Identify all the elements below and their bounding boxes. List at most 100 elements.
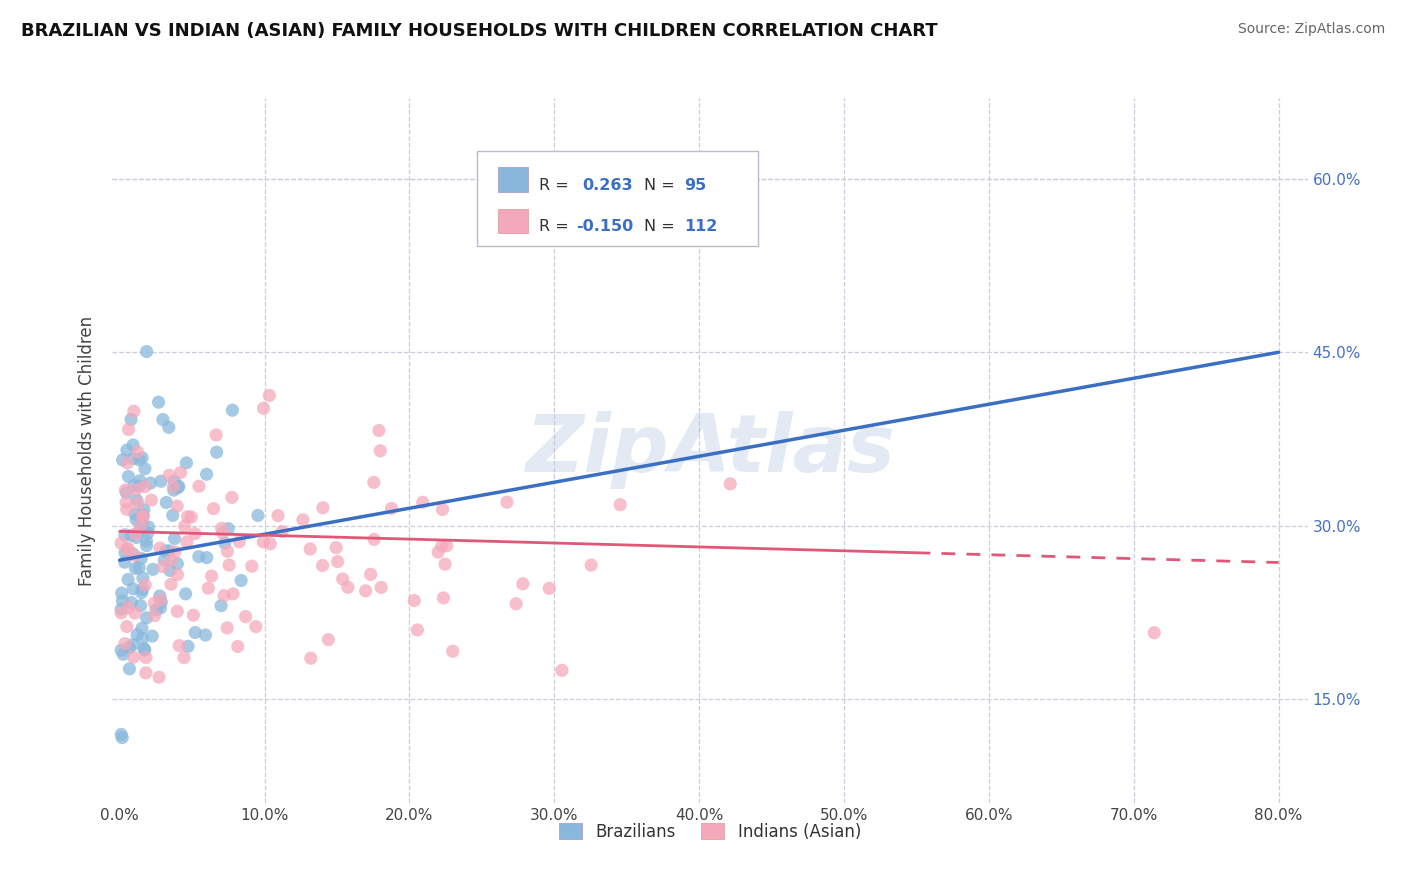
Point (110, 602, 132, 616)
Point (166, 557, 188, 571)
Point (173, 650, 195, 665)
Point (134, 461, 156, 475)
Point (127, 496, 149, 510)
Point (125, 513, 148, 527)
Point (148, 670, 170, 684)
Point (129, 518, 152, 533)
Point (136, 525, 159, 540)
Point (122, 438, 145, 452)
Point (267, 508, 290, 523)
Point (128, 452, 150, 467)
Point (134, 578, 156, 592)
Point (131, 517, 153, 532)
Point (434, 557, 457, 571)
Point (157, 468, 180, 483)
Point (121, 546, 143, 560)
Point (111, 594, 134, 608)
Point (718, 476, 741, 491)
Point (325, 541, 347, 555)
Point (184, 526, 207, 541)
Point (318, 632, 340, 647)
Point (114, 528, 136, 542)
Point (166, 499, 188, 513)
Text: R =: R = (538, 178, 569, 193)
FancyBboxPatch shape (499, 209, 529, 234)
Point (135, 611, 157, 625)
Point (163, 475, 186, 489)
Point (360, 567, 382, 582)
Point (117, 469, 139, 483)
Point (122, 451, 145, 466)
Point (122, 404, 145, 418)
Point (195, 467, 218, 482)
Text: 0.263: 0.263 (582, 178, 633, 193)
Point (202, 501, 225, 516)
Point (430, 539, 453, 553)
Point (139, 476, 162, 491)
Point (229, 574, 252, 588)
Point (217, 544, 239, 558)
Point (149, 592, 172, 607)
Point (169, 639, 191, 653)
Point (111, 453, 134, 467)
Point (311, 558, 333, 573)
Point (312, 500, 335, 515)
Point (135, 344, 157, 359)
Point (117, 573, 139, 587)
Point (117, 541, 139, 556)
Point (162, 508, 184, 523)
Point (209, 599, 232, 613)
Point (115, 485, 138, 500)
Point (406, 623, 429, 637)
Point (152, 559, 174, 574)
Point (240, 559, 263, 574)
Point (134, 480, 156, 494)
Point (432, 502, 454, 516)
Point (152, 412, 174, 426)
Point (159, 564, 181, 578)
Point (120, 528, 142, 542)
Point (135, 650, 157, 665)
Point (115, 443, 138, 458)
Point (128, 479, 150, 493)
Point (291, 513, 314, 527)
Point (162, 479, 184, 493)
Point (131, 508, 153, 523)
Point (111, 586, 134, 600)
Point (118, 662, 141, 676)
Point (367, 424, 389, 438)
Point (145, 603, 167, 617)
Point (132, 508, 155, 523)
Point (609, 498, 631, 512)
Point (110, 643, 132, 657)
Point (166, 604, 188, 618)
Point (149, 541, 172, 555)
Point (163, 483, 186, 497)
Point (259, 388, 281, 402)
Point (128, 524, 150, 539)
Point (245, 620, 267, 634)
Point (124, 507, 146, 521)
Point (176, 456, 198, 470)
Point (326, 555, 349, 569)
Point (127, 627, 149, 641)
Point (128, 474, 150, 488)
Point (110, 727, 132, 741)
Point (218, 558, 240, 572)
Point (117, 423, 139, 437)
Point (363, 475, 385, 490)
Point (180, 510, 202, 524)
Text: BRAZILIAN VS INDIAN (ASIAN) FAMILY HOUSEHOLDS WITH CHILDREN CORRELATION CHART: BRAZILIAN VS INDIAN (ASIAN) FAMILY HOUSE… (21, 22, 938, 40)
Point (149, 589, 172, 603)
Point (143, 596, 166, 610)
Point (363, 533, 385, 547)
FancyBboxPatch shape (477, 151, 758, 246)
Point (142, 562, 165, 576)
Point (432, 591, 454, 605)
Point (131, 582, 153, 597)
Point (129, 599, 152, 613)
Point (131, 632, 153, 646)
Text: N =: N = (644, 219, 675, 235)
Point (141, 493, 163, 508)
Point (1143, 625, 1166, 640)
